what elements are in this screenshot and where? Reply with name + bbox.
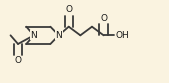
Text: OH: OH (115, 31, 129, 40)
Text: O: O (15, 56, 21, 65)
Text: N: N (55, 31, 62, 40)
Text: N: N (30, 31, 37, 40)
Text: O: O (100, 14, 107, 23)
Text: O: O (65, 5, 72, 14)
